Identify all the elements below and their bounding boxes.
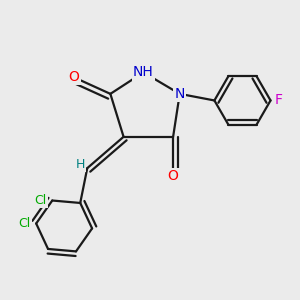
Text: N: N — [175, 87, 185, 101]
Text: H: H — [76, 158, 85, 171]
Text: Cl: Cl — [19, 217, 31, 230]
Text: O: O — [168, 169, 178, 183]
Text: Cl: Cl — [34, 194, 47, 207]
Text: NH: NH — [133, 65, 154, 80]
Text: O: O — [69, 70, 80, 84]
Text: F: F — [275, 94, 283, 107]
